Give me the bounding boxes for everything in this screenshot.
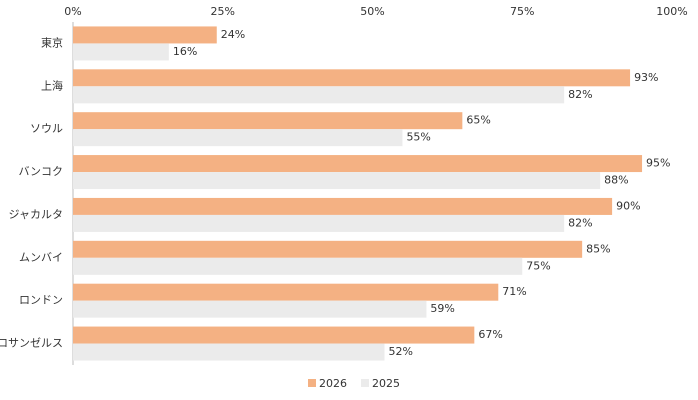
bar: [73, 155, 643, 173]
bar: [73, 343, 385, 361]
y-tick-label: ロンドン: [19, 294, 63, 307]
bar: [73, 112, 463, 130]
y-tick-label: ムンバイ: [19, 251, 63, 264]
data-label: 95%: [646, 157, 670, 170]
y-tick-label: 東京: [41, 35, 63, 49]
data-label: 82%: [568, 88, 592, 101]
data-label: 24%: [221, 28, 245, 41]
legend-label: 2026: [319, 377, 347, 390]
data-label: 90%: [616, 199, 640, 212]
data-label: 59%: [430, 302, 454, 315]
bar: [73, 172, 601, 190]
y-tick-label: ジャカルタ: [9, 208, 63, 221]
bar: [73, 129, 403, 147]
legend-swatch: [308, 379, 316, 387]
data-label: 55%: [406, 131, 430, 144]
y-tick-label: バンコク: [18, 165, 63, 178]
data-label: 75%: [526, 259, 550, 272]
data-label: 16%: [173, 45, 197, 58]
bar: [73, 197, 613, 215]
bar: [73, 283, 499, 301]
bar: [73, 257, 523, 275]
bar: [73, 69, 631, 87]
legend-swatch: [361, 379, 369, 387]
data-label: 85%: [586, 242, 610, 255]
data-label: 88%: [604, 174, 628, 187]
bar: [73, 326, 475, 344]
data-label: 52%: [388, 345, 412, 358]
data-label: 82%: [568, 216, 592, 229]
legend-label: 2025: [372, 377, 400, 390]
bar: [73, 26, 217, 44]
data-label: 65%: [466, 114, 490, 127]
data-label: 67%: [478, 328, 502, 341]
y-tick-label: 上海: [41, 78, 63, 92]
x-tick-label: 100%: [656, 5, 687, 18]
y-tick-label: ロサンゼルス: [0, 337, 63, 350]
x-tick-label: 0%: [64, 5, 81, 18]
bar: [73, 240, 583, 258]
bar: [73, 43, 169, 61]
x-tick-label: 25%: [211, 5, 235, 18]
bar: [73, 214, 565, 232]
x-tick-label: 75%: [510, 5, 534, 18]
data-label: 71%: [502, 285, 526, 298]
bar: [73, 86, 565, 104]
data-label: 93%: [634, 71, 658, 84]
x-tick-label: 50%: [360, 5, 384, 18]
bar: [73, 300, 427, 318]
y-tick-label: ソウル: [30, 122, 63, 135]
